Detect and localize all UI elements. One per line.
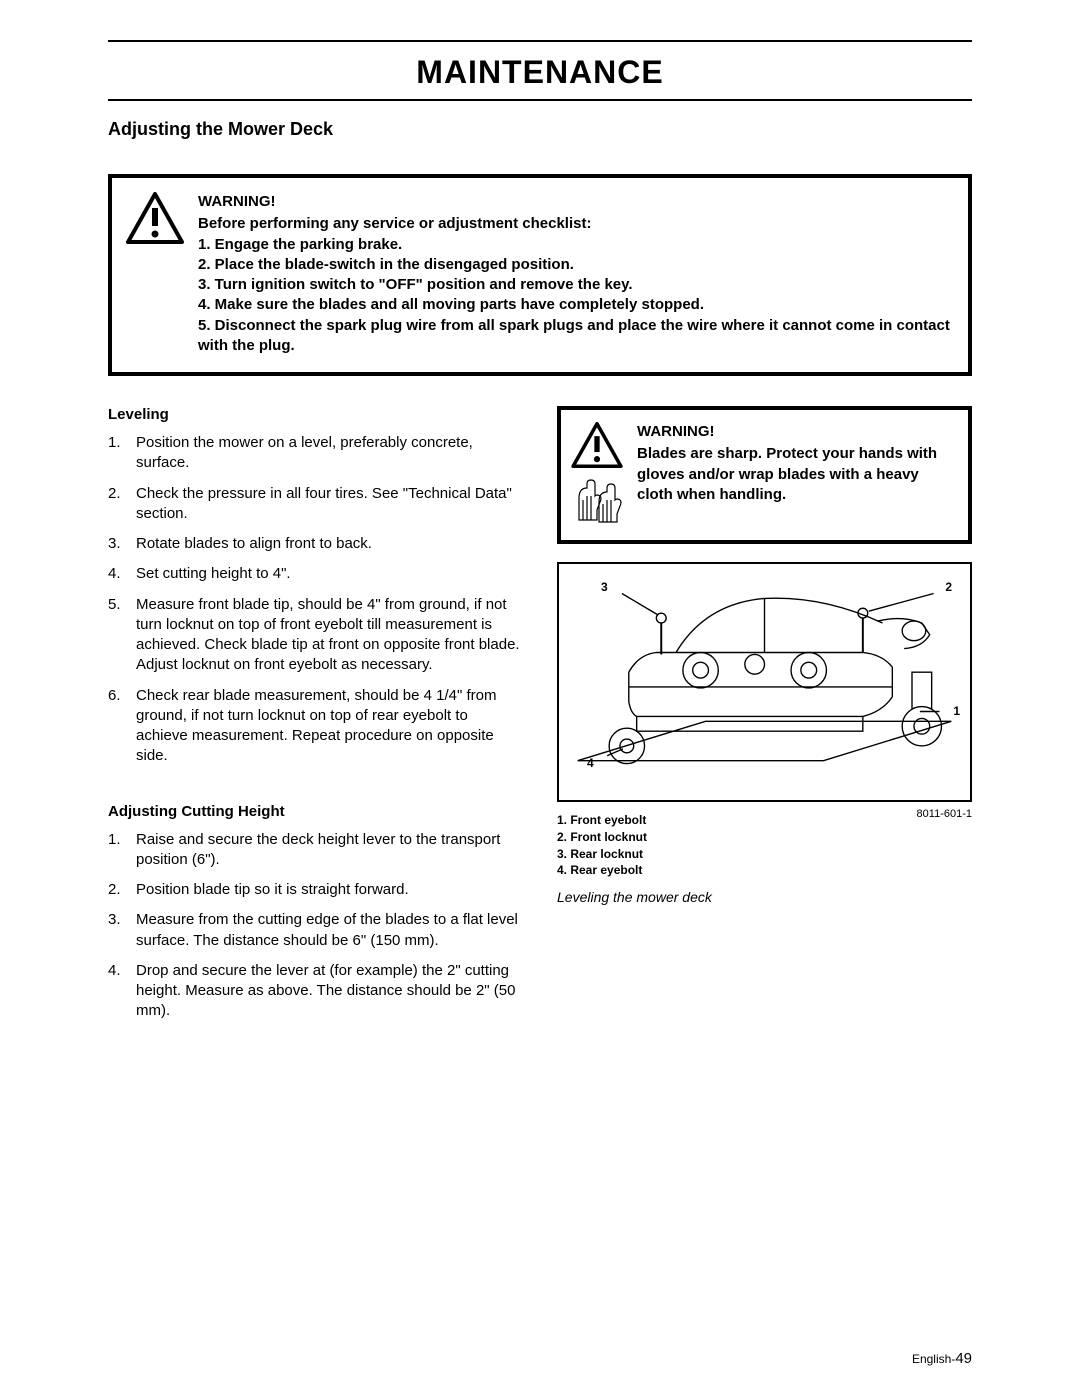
sub-title: Adjusting the Mower Deck xyxy=(108,119,972,140)
figure-mower-deck: 3 2 1 4 xyxy=(557,562,972,802)
gloves-icon xyxy=(571,476,623,528)
warning-text: Blades are sharp. Protect your hands wit… xyxy=(637,444,954,505)
figure-caption: Leveling the mower deck xyxy=(557,889,972,905)
leveling-heading: Leveling xyxy=(108,406,523,423)
step: Set cutting height to 4". xyxy=(108,564,523,584)
warning-intro: Before performing any service or adjustm… xyxy=(198,214,950,234)
right-column: WARNING! Blades are sharp. Protect your … xyxy=(557,406,972,1032)
legend-item: 4. Rear eyebolt xyxy=(557,862,647,879)
left-column: Leveling Position the mower on a level, … xyxy=(108,406,523,1032)
cutting-height-heading: Adjusting Cutting Height xyxy=(108,803,523,820)
callout-4: 4 xyxy=(587,756,594,770)
legend-item: 2. Front locknut xyxy=(557,829,647,846)
callout-1: 1 xyxy=(953,704,960,718)
warning-blades: WARNING! Blades are sharp. Protect your … xyxy=(557,406,972,544)
warning-item: 1. Engage the parking brake. xyxy=(198,235,950,255)
page-number: English-49 xyxy=(912,1350,972,1367)
step: Measure from the cutting edge of the bla… xyxy=(108,910,523,951)
warning-heading: WARNING! xyxy=(637,422,954,442)
legend-item: 3. Rear locknut xyxy=(557,846,647,863)
leveling-steps: Position the mower on a level, preferabl… xyxy=(108,433,523,767)
step: Raise and secure the deck height lever t… xyxy=(108,830,523,871)
figure-ref: 8011-601-1 xyxy=(917,808,972,820)
legend-item: 1. Front eyebolt xyxy=(557,812,647,829)
step: Position the mower on a level, preferabl… xyxy=(108,433,523,474)
warning-triangle-icon xyxy=(126,192,184,244)
figure-legend: 1. Front eyebolt 2. Front locknut 3. Rea… xyxy=(557,812,647,879)
warning-heading: WARNING! xyxy=(198,192,950,212)
callout-3: 3 xyxy=(601,580,608,594)
warning-item: 2. Place the blade-switch in the disenga… xyxy=(198,255,950,275)
step: Rotate blades to align front to back. xyxy=(108,534,523,554)
step: Check the pressure in all four tires. Se… xyxy=(108,484,523,525)
step: Drop and secure the lever at (for exampl… xyxy=(108,961,523,1022)
step: Measure front blade tip, should be 4" fr… xyxy=(108,595,523,676)
warning-triangle-icon xyxy=(571,422,623,468)
section-title: MAINTENANCE xyxy=(108,54,972,91)
warning-main: WARNING! Before performing any service o… xyxy=(108,174,972,376)
warning-item: 4. Make sure the blades and all moving p… xyxy=(198,295,950,315)
warning-item: 3. Turn ignition switch to "OFF" positio… xyxy=(198,275,950,295)
cutting-height-steps: Raise and secure the deck height lever t… xyxy=(108,830,523,1022)
step: Position blade tip so it is straight for… xyxy=(108,880,523,900)
callout-2: 2 xyxy=(945,580,952,594)
step: Check rear blade measurement, should be … xyxy=(108,686,523,767)
warning-item: 5. Disconnect the spark plug wire from a… xyxy=(198,316,950,357)
